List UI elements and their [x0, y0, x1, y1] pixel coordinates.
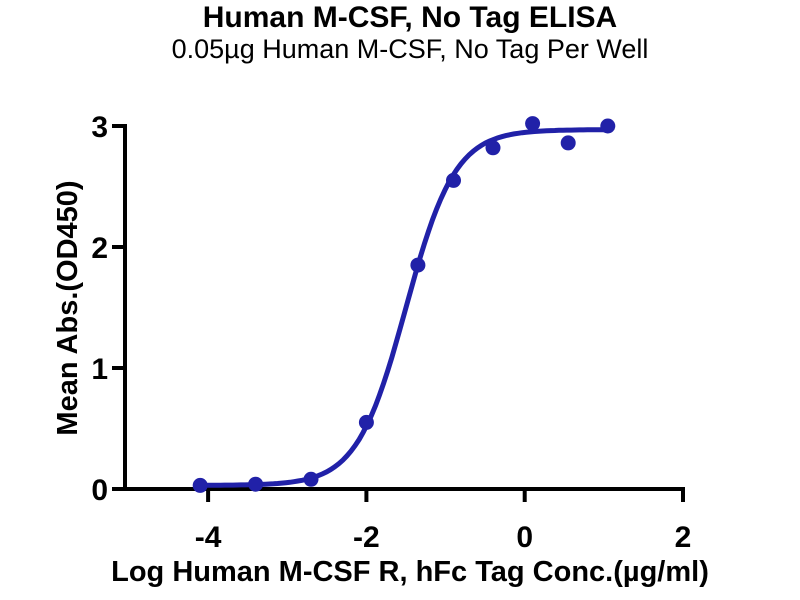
data-point: [525, 116, 541, 132]
x-tick-label: 2: [675, 521, 692, 554]
data-point: [600, 118, 616, 134]
data-point: [485, 140, 501, 156]
data-point: [192, 477, 208, 493]
data-point: [560, 135, 576, 151]
chart-subtitle: 0.05µg Human M-CSF, No Tag Per Well: [171, 34, 649, 64]
y-tick-label: 1: [91, 353, 108, 386]
data-point: [303, 471, 319, 487]
y-tick-label: 3: [91, 111, 108, 144]
y-tick-label: 0: [91, 474, 108, 507]
x-tick-label: -4: [195, 521, 222, 554]
fit-curve: [197, 127, 611, 488]
data-point: [410, 257, 426, 273]
x-tick-label: 0: [516, 521, 533, 554]
chart-title: Human M-CSF, No Tag ELISA: [202, 1, 618, 34]
data-point: [248, 476, 264, 492]
data-point: [446, 172, 461, 188]
x-tick-label: -2: [353, 521, 380, 554]
x-axis-label: Log Human M-CSF R, hFc Tag Conc.(µg/ml): [111, 556, 709, 588]
data-point: [358, 414, 374, 430]
y-tick-label: 2: [91, 232, 108, 265]
